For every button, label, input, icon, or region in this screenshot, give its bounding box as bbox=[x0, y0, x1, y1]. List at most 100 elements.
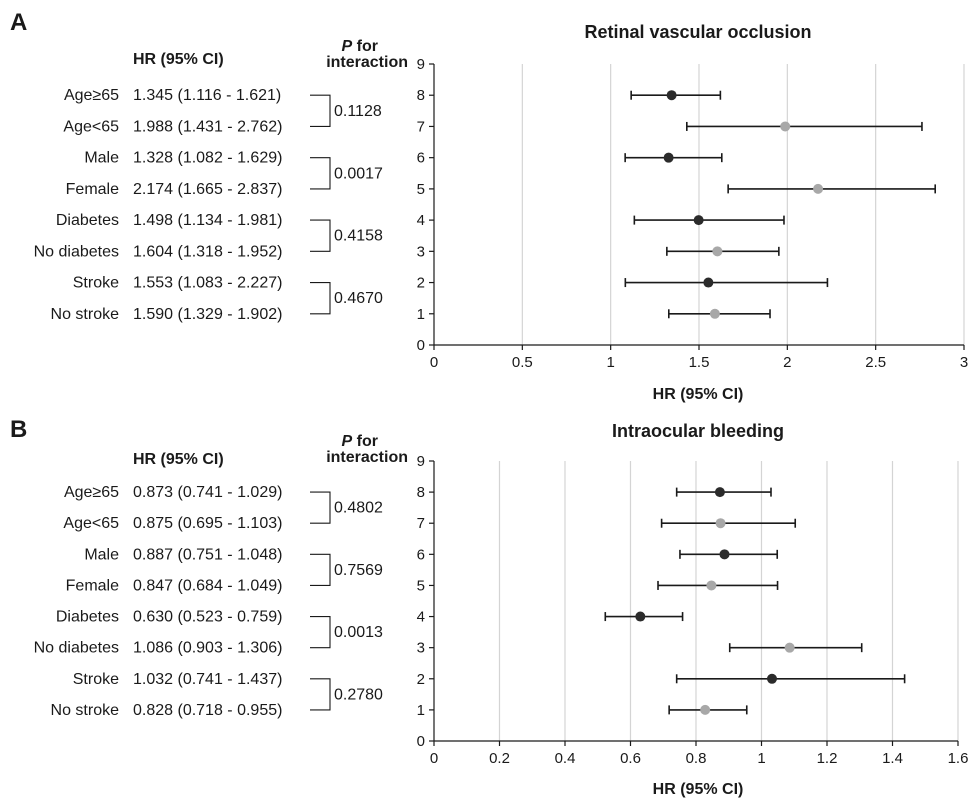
panel-b-row-label: Age≥65 bbox=[64, 484, 119, 501]
panel-a-p-header-italic: P bbox=[342, 38, 353, 55]
panel-a-hr-point bbox=[709, 308, 720, 319]
panel-b-y-tick-label: 1 bbox=[417, 702, 425, 719]
panel-a-y-tick-label: 4 bbox=[417, 212, 425, 229]
panel-b-row-label: No stroke bbox=[51, 702, 120, 719]
panel-b-hr-point bbox=[715, 518, 726, 529]
panel-b-hr-point bbox=[635, 611, 646, 622]
panel-a-hr-point bbox=[813, 183, 824, 194]
panel-b-p-header-italic: P bbox=[342, 433, 353, 450]
panel-a-interaction-bracket bbox=[310, 94, 331, 127]
panel-a-row-label: Age<65 bbox=[63, 118, 119, 135]
panel-a-row-ci-text: 1.604 (1.318 - 1.952) bbox=[133, 243, 282, 260]
panel-b-p-value: 0.4802 bbox=[334, 500, 383, 517]
panel-b-interaction-bracket bbox=[310, 678, 331, 711]
panel-b-p-header-rest: for bbox=[352, 433, 378, 450]
panel-a-row-label: Female bbox=[66, 181, 119, 198]
panel-a-x-tick-label: 0 bbox=[430, 354, 438, 371]
panel-b-hr-point bbox=[719, 549, 730, 560]
panel-b-gridlines bbox=[498, 461, 959, 741]
panel-a-row-ci-text: 1.988 (1.431 - 2.762) bbox=[133, 118, 282, 135]
panel-b-hr-header: HR (95% CI) bbox=[133, 451, 224, 468]
panel-b-letter: B bbox=[10, 416, 27, 443]
panel-a-p-header-rest: for bbox=[352, 38, 378, 55]
panel-a-title: Retinal vascular occlusion bbox=[584, 22, 811, 42]
panel-b-x-tick-label: 1.2 bbox=[817, 750, 838, 767]
panel-b-y-tick-label: 7 bbox=[417, 515, 425, 532]
panel-a-x-ticks: 0 0.5 1 1.5 2 2.5 3 bbox=[430, 345, 968, 371]
panel-b-x-tick-label: 1 bbox=[757, 750, 765, 767]
panel-b-hr-point bbox=[706, 580, 717, 591]
panel-a-row-label: Diabetes bbox=[56, 212, 119, 229]
panel-a-row-label: Age≥65 bbox=[64, 87, 119, 104]
panel-b-y-tick-label: 8 bbox=[417, 484, 425, 501]
panel-b-row-ci-text: 0.873 (0.741 - 1.029) bbox=[133, 484, 282, 501]
panel-a-y-tick-label: 7 bbox=[417, 118, 425, 135]
panel-a-gridlines bbox=[521, 64, 965, 345]
panel-b-title: Intraocular bleeding bbox=[612, 421, 784, 441]
panel-a-row-labels: Age≥65 1.345 (1.116 - 1.621) Age<65 1.988 (… bbox=[34, 87, 283, 323]
panel-a-row-ci-text: 2.174 (1.665 - 2.837) bbox=[133, 181, 282, 198]
panel-a-y-tick-label: 8 bbox=[417, 87, 425, 104]
panel-a-letter: A bbox=[10, 9, 27, 36]
panel-b-row-ci-text: 1.086 (0.903 - 1.306) bbox=[133, 640, 282, 657]
panel-b: B Intraocular bleeding HR (95% CI) P for… bbox=[10, 416, 968, 798]
panel-a-row-ci-text: 1.328 (1.082 - 1.629) bbox=[133, 150, 282, 167]
panel-a-hr-point bbox=[693, 215, 704, 226]
panel-b-p-value: 0.2780 bbox=[334, 686, 383, 703]
panel-a-y-tick-label: 2 bbox=[417, 275, 425, 292]
panel-a-x-tick-label: 1 bbox=[606, 354, 614, 371]
panel-b-row-ci-text: 0.875 (0.695 - 1.103) bbox=[133, 515, 282, 532]
panel-a-y-ticks: 0 1 2 3 4 5 6 7 8 9 bbox=[417, 56, 434, 354]
panel-b-y-tick-label: 2 bbox=[417, 671, 425, 688]
panel-b-row-ci-text: 1.032 (0.741 - 1.437) bbox=[133, 671, 282, 688]
panel-b-hr-point bbox=[784, 642, 795, 653]
panel-b-interaction-brackets: 0.4802 0.7569 0.0013 0.2780 bbox=[310, 491, 383, 711]
panel-a-y-tick-label: 0 bbox=[417, 337, 425, 354]
panel-a-row-ci-text: 1.590 (1.329 - 1.902) bbox=[133, 306, 282, 323]
panel-b-row-label: Age<65 bbox=[63, 515, 119, 532]
panel-a-hr-header: HR (95% CI) bbox=[133, 51, 224, 68]
panel-b-x-tick-label: 0.4 bbox=[555, 750, 576, 767]
panel-b-interaction-bracket bbox=[310, 491, 331, 524]
panel-b-y-tick-label: 3 bbox=[417, 640, 425, 657]
panel-a-row-ci-text: 1.553 (1.083 - 2.227) bbox=[133, 275, 282, 292]
panel-b-row-ci-text: 0.887 (0.751 - 1.048) bbox=[133, 546, 282, 563]
panel-b-x-ticks: 0 0.2 0.4 0.6 0.8 1 1.2 1.4 1.6 bbox=[430, 741, 968, 767]
panel-a-interaction-bracket bbox=[310, 219, 331, 252]
panel-a-y-tick-label: 3 bbox=[417, 243, 425, 260]
panel-b-p-header-line2: interaction bbox=[326, 449, 408, 466]
panel-a-p-header-line2: interaction bbox=[326, 54, 408, 71]
panel-b-p-value: 0.7569 bbox=[334, 562, 383, 579]
panel-a-row-label: Stroke bbox=[73, 275, 119, 292]
panel-a-row-label: No stroke bbox=[51, 306, 120, 323]
panel-b-row-ci-text: 0.847 (0.684 - 1.049) bbox=[133, 577, 282, 594]
panel-b-y-ticks: 0 1 2 3 4 5 6 7 8 9 bbox=[417, 453, 434, 750]
panel-a-marks bbox=[624, 90, 937, 319]
panel-a-interaction-brackets: 0.1128 0.0017 0.4158 0.4670 bbox=[310, 94, 383, 315]
panel-a: A Retinal vascular occlusion HR (95% CI)… bbox=[10, 9, 968, 403]
panel-a-p-value: 0.4158 bbox=[334, 228, 383, 245]
panel-a-p-value: 0.4670 bbox=[334, 290, 383, 307]
panel-a-x-tick-label: 0.5 bbox=[512, 354, 533, 371]
panel-a-row-ci-text: 1.345 (1.116 - 1.621) bbox=[133, 87, 281, 104]
panel-a-hr-point bbox=[780, 121, 791, 132]
panel-b-row-label: No diabetes bbox=[34, 640, 119, 657]
panel-a-hr-point bbox=[712, 246, 723, 257]
panel-b-row-label: Male bbox=[84, 546, 119, 563]
panel-a-y-tick-label: 6 bbox=[417, 150, 425, 167]
panel-a-x-axis-label: HR (95% CI) bbox=[653, 386, 744, 403]
panel-b-hr-point bbox=[766, 673, 777, 684]
panel-b-row-labels: Age≥65 0.873 (0.741 - 1.029) Age<65 0.875 (… bbox=[34, 484, 283, 719]
panel-b-row-label: Stroke bbox=[73, 671, 119, 688]
panel-b-x-tick-label: 0.6 bbox=[620, 750, 641, 767]
panel-b-x-tick-label: 0 bbox=[430, 750, 438, 767]
panel-b-row-label: Female bbox=[66, 577, 119, 594]
panel-a-hr-point bbox=[703, 277, 714, 288]
panel-a-x-tick-label: 1.5 bbox=[689, 354, 710, 371]
panel-b-x-tick-label: 0.2 bbox=[489, 750, 510, 767]
panel-a-p-header: P for bbox=[342, 38, 378, 55]
panel-b-row-ci-text: 0.828 (0.718 - 0.955) bbox=[133, 702, 282, 719]
panel-a-y-tick-label: 5 bbox=[417, 181, 425, 198]
panel-b-y-tick-label: 9 bbox=[417, 453, 425, 470]
